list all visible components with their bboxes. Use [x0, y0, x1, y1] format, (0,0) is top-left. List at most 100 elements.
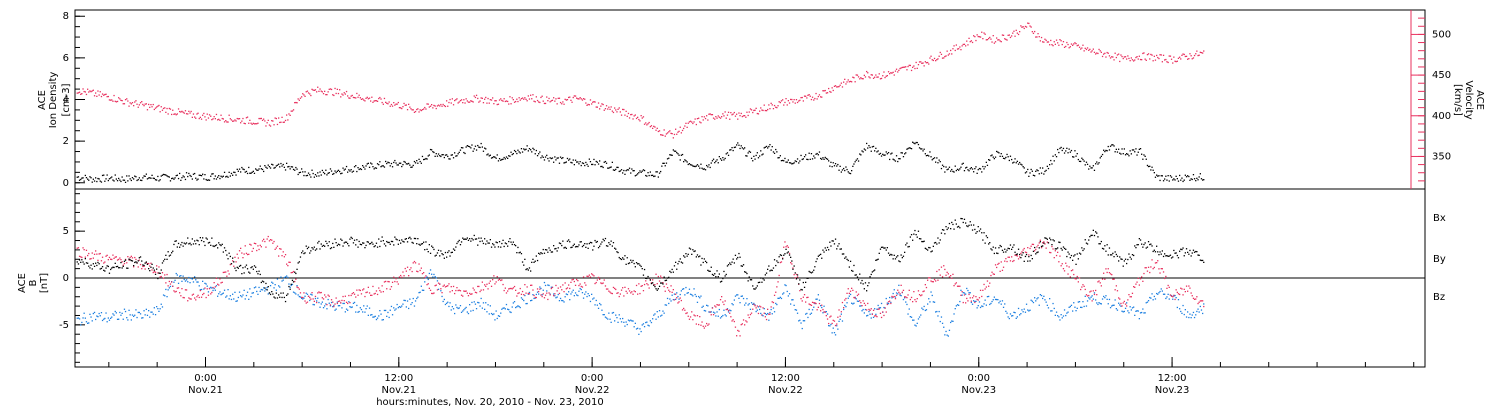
- bx-point: [77, 263, 80, 265]
- by-point: [890, 301, 892, 304]
- bz-point: [864, 304, 867, 306]
- bx-point: [124, 259, 127, 261]
- velocity-point: [1095, 53, 1097, 55]
- density-point: [517, 149, 519, 151]
- velocity-point: [561, 103, 563, 105]
- bx-point: [794, 272, 796, 274]
- by-point: [126, 317, 128, 319]
- bz-point: [194, 297, 196, 299]
- by-point: [513, 301, 516, 303]
- density-point: [131, 177, 134, 179]
- density-point: [757, 157, 760, 159]
- by-point: [1043, 295, 1045, 297]
- velocity-point: [538, 101, 540, 103]
- bx-point: [661, 282, 663, 284]
- bz-point: [180, 295, 182, 297]
- velocity-point: [492, 97, 494, 99]
- density-point: [475, 149, 478, 151]
- density-point: [768, 145, 770, 148]
- velocity-point: [587, 103, 589, 106]
- velocity-point: [580, 98, 582, 100]
- velocity-point: [941, 57, 944, 59]
- bx-point: [1050, 239, 1052, 241]
- by-point: [570, 293, 572, 295]
- velocity-point: [157, 105, 159, 107]
- by-point: [773, 311, 776, 313]
- bz-point: [235, 261, 237, 263]
- by-point: [370, 314, 372, 316]
- bx-point: [434, 255, 436, 257]
- bz-point: [693, 314, 695, 316]
- by-point: [220, 294, 222, 296]
- density-point: [157, 175, 159, 178]
- bx-point: [608, 242, 610, 244]
- by-point: [1119, 304, 1121, 306]
- velocity-point: [983, 32, 985, 34]
- density-point: [908, 147, 910, 149]
- bx-point: [1166, 255, 1168, 257]
- bz-point: [604, 285, 607, 287]
- bz-point: [521, 290, 524, 293]
- velocity-point: [925, 62, 928, 64]
- bx-point: [968, 224, 970, 226]
- density-point: [161, 174, 164, 176]
- velocity-point: [517, 100, 519, 103]
- bz-point: [853, 296, 855, 299]
- bz-point: [439, 283, 441, 285]
- bz-point: [1058, 261, 1060, 263]
- density-point: [737, 142, 739, 144]
- bz-point: [1180, 287, 1182, 289]
- bz-point: [1145, 267, 1147, 269]
- bz-point: [1105, 268, 1107, 270]
- velocity-point: [329, 88, 332, 90]
- by-point: [660, 315, 662, 317]
- velocity-point: [302, 93, 304, 95]
- bx-point: [181, 241, 183, 244]
- bz-point: [409, 269, 411, 271]
- density-point: [265, 166, 267, 168]
- by-point: [295, 293, 297, 295]
- bx-point: [928, 246, 930, 249]
- velocity-point: [956, 48, 959, 50]
- by-point: [615, 314, 617, 316]
- bx-point: [1141, 243, 1143, 245]
- bz-point: [829, 316, 831, 318]
- by-point: [184, 280, 187, 282]
- bx-point: [419, 244, 421, 246]
- bx-point: [727, 264, 730, 266]
- by-point: [821, 306, 823, 309]
- velocity-point: [424, 106, 426, 109]
- velocity-point: [1136, 56, 1138, 58]
- velocity-point: [494, 100, 496, 102]
- density-point: [152, 177, 154, 179]
- bx-point: [218, 242, 220, 244]
- bx-point: [733, 262, 735, 264]
- density-point: [555, 159, 557, 161]
- velocity-point: [554, 100, 556, 102]
- by-point: [76, 317, 78, 319]
- velocity-point: [519, 99, 521, 101]
- bz-point: [237, 257, 239, 259]
- velocity-point: [256, 123, 258, 125]
- density-point: [778, 157, 780, 159]
- bx-point: [776, 260, 778, 262]
- by-point: [861, 310, 863, 312]
- velocity-point: [497, 103, 500, 105]
- velocity-point: [1202, 52, 1204, 54]
- bx-point: [261, 280, 264, 282]
- bz-point: [108, 256, 111, 259]
- bx-point: [516, 252, 518, 254]
- by-point: [947, 335, 949, 337]
- density-point: [284, 169, 287, 171]
- velocity-point: [832, 89, 834, 92]
- density-point: [311, 169, 313, 171]
- by-point: [859, 305, 861, 307]
- bz-point: [266, 238, 268, 240]
- bz-point: [550, 287, 552, 290]
- by-point: [535, 293, 537, 296]
- bx-point: [363, 242, 365, 244]
- by-point: [966, 287, 968, 290]
- by-point: [93, 311, 96, 314]
- density-point: [734, 146, 737, 148]
- bx-point: [905, 244, 907, 246]
